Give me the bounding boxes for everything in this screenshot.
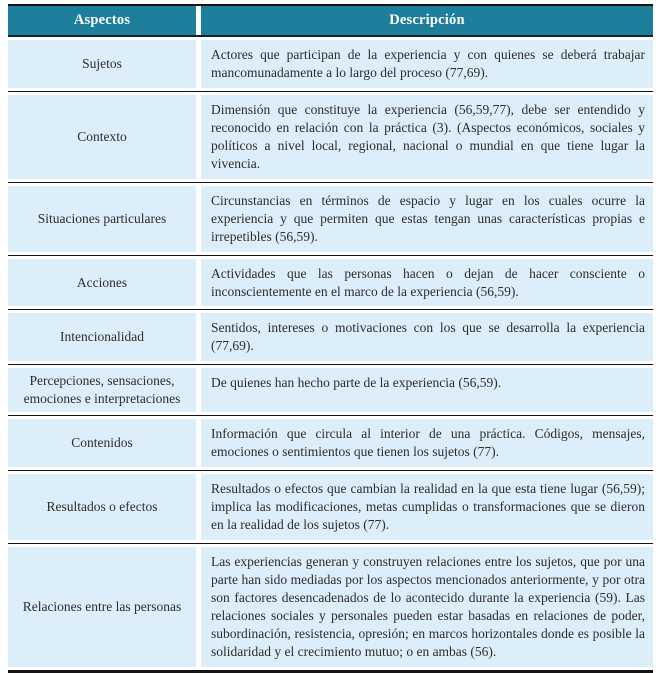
table-row: Acciones Actividades que las personas ha…	[8, 254, 653, 310]
aspecto-cell: Relaciones entre las personas	[8, 547, 196, 667]
descripcion-cell: Las experiencias generan y construyen re…	[201, 547, 653, 667]
page: Aspectos Descripción Sujetos Actores que…	[8, 4, 653, 673]
aspecto-cell: Percepciones, sensaciones, emociones e i…	[8, 368, 196, 413]
table-header-row: Aspectos Descripción	[8, 4, 653, 37]
descripcion-cell: Resultados o efectos que cambian la real…	[201, 474, 653, 541]
table-row: Contenidos Información que circula al in…	[8, 415, 653, 471]
descripcion-cell: Actores que participan de la experiencia…	[201, 40, 653, 88]
aspects-table: Aspectos Descripción Sujetos Actores que…	[8, 4, 653, 673]
descripcion-cell: Circunstancias en términos de espacio y …	[201, 185, 653, 252]
descripcion-cell: Información que circula al interior de u…	[201, 419, 653, 468]
column-gutter	[196, 368, 201, 413]
aspecto-cell: Contenidos	[8, 419, 196, 468]
table-row: Sujetos Actores que participan de la exp…	[8, 37, 653, 91]
descripcion-cell: Dimensión que constituye la experiencia …	[201, 94, 653, 179]
table-row: Situaciones particulares Circunstancias …	[8, 181, 653, 255]
aspecto-cell: Acciones	[8, 258, 196, 307]
table-body: Sujetos Actores que participan de la exp…	[8, 37, 653, 670]
aspecto-cell: Contexto	[8, 94, 196, 179]
aspecto-cell: Sujetos	[8, 40, 196, 88]
table-row: Resultados o efectos Resultados o efecto…	[8, 470, 653, 544]
column-gutter	[196, 258, 201, 307]
aspecto-cell: Resultados o efectos	[8, 474, 196, 541]
table-row: Percepciones, sensaciones, emociones e i…	[8, 364, 653, 416]
column-gutter	[196, 419, 201, 468]
aspecto-cell: Situaciones particulares	[8, 185, 196, 252]
column-gutter	[196, 474, 201, 541]
descripcion-cell: Actividades que las personas hacen o dej…	[201, 258, 653, 307]
table-row: Contexto Dimensión que constituye la exp…	[8, 90, 653, 182]
table-row: Relaciones entre las personas Las experi…	[8, 543, 653, 670]
descripcion-cell: Sentidos, intereses o motivaciones con l…	[201, 313, 653, 362]
table-row: Intencionalidad Sentidos, intereses o mo…	[8, 309, 653, 365]
descripcion-cell: De quienes han hecho parte de la experie…	[201, 368, 653, 413]
column-header-aspectos: Aspectos	[73, 12, 131, 28]
column-gutter	[196, 547, 201, 667]
column-gutter	[196, 185, 201, 252]
aspecto-cell: Intencionalidad	[8, 313, 196, 362]
column-gutter	[196, 94, 201, 179]
column-gutter	[196, 6, 201, 35]
column-gutter	[196, 313, 201, 362]
column-gutter	[196, 40, 201, 88]
column-header-descripcion: Descripción	[389, 12, 465, 28]
